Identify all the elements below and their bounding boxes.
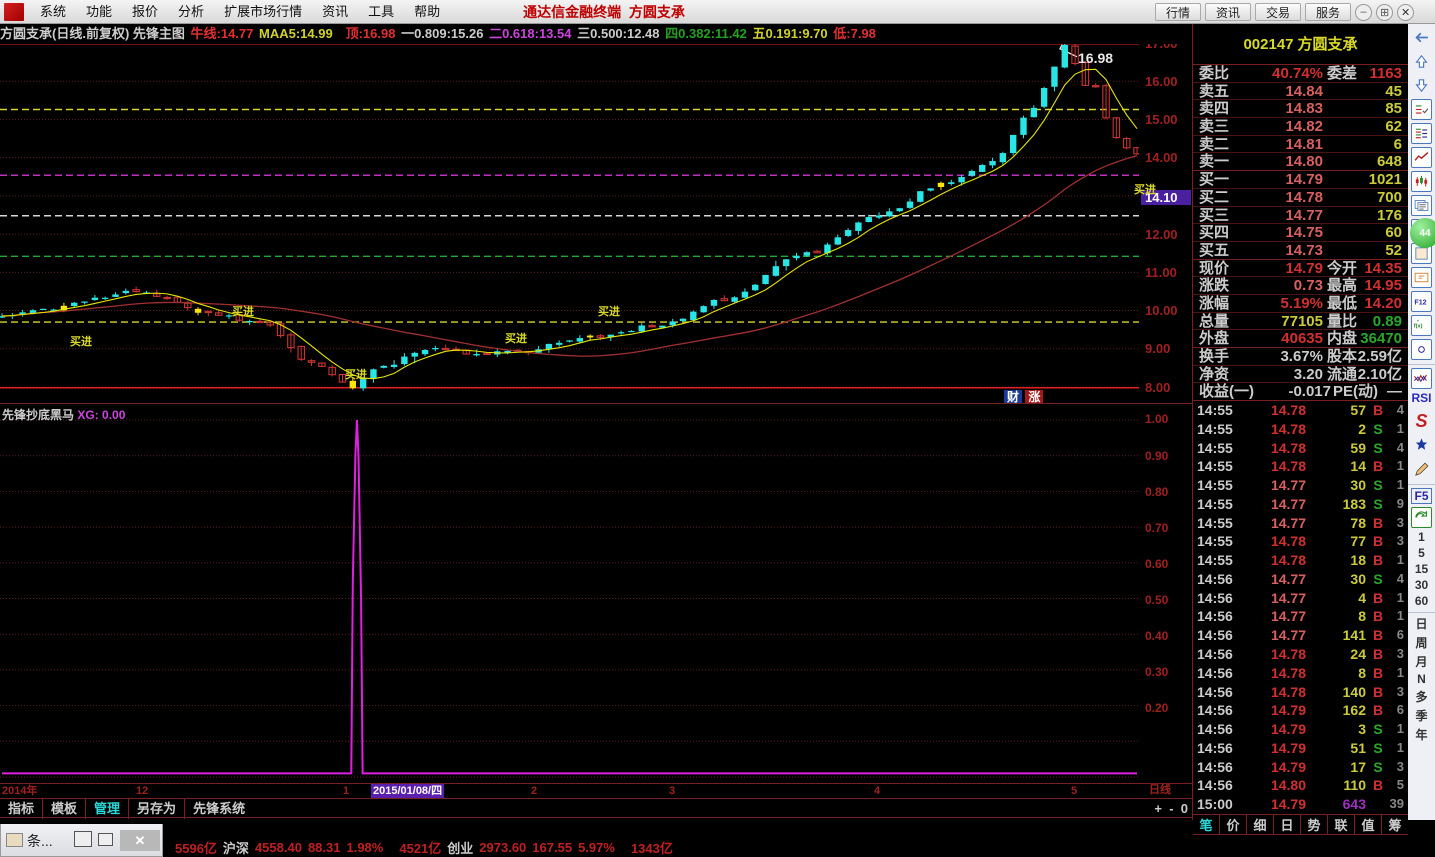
- svg-text:F12: F12: [1414, 298, 1426, 306]
- svg-text:f(x): f(x): [1414, 324, 1423, 330]
